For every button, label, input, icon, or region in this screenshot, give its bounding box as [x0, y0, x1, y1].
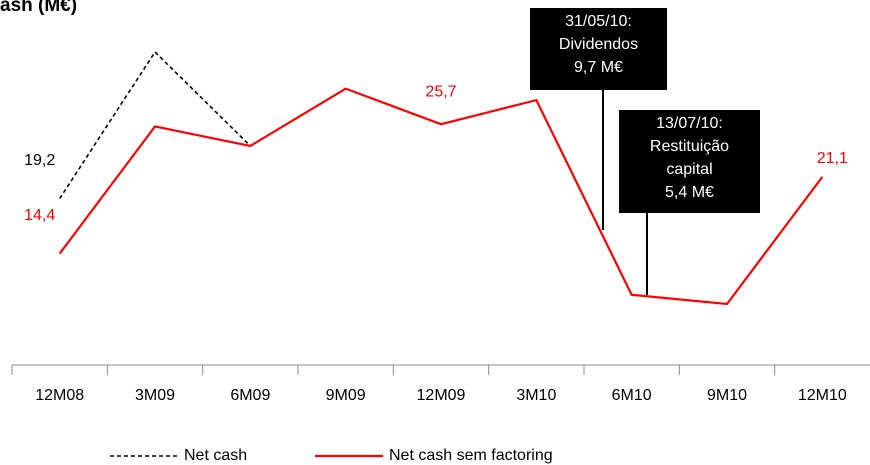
annotation-text: 5,4 M€	[665, 184, 714, 201]
chart-title: ash (M€)	[0, 0, 77, 16]
x-tick-label: 12M08	[35, 387, 84, 404]
annotation-box	[530, 8, 667, 90]
series-line	[58, 87, 824, 306]
x-tick-label: 3M09	[135, 387, 175, 404]
legend-label: Net cash	[184, 447, 247, 464]
legend-label: Net cash sem factoring	[389, 447, 553, 464]
x-tick-label: 12M10	[798, 387, 847, 404]
annotation-box	[619, 110, 760, 213]
annotation-text: capital	[666, 161, 712, 178]
x-tick-label: 12M09	[417, 387, 466, 404]
x-tick-label: 9M10	[707, 387, 747, 404]
series-line	[58, 50, 251, 200]
data-label: 25,7	[425, 83, 456, 100]
annotation-text: 13/07/10:	[656, 115, 723, 132]
annotation-text: 31/05/10:	[565, 13, 632, 30]
data-label: 21,1	[817, 150, 848, 167]
annotation-text: Dividendos	[559, 36, 638, 53]
x-tick-label: 3M10	[516, 387, 556, 404]
x-tick-label: 6M09	[230, 387, 270, 404]
annotation-text: Restituição	[650, 138, 729, 155]
data-label: 19,2	[24, 152, 55, 169]
data-label: 14,4	[24, 207, 55, 224]
x-tick-label: 9M09	[326, 387, 366, 404]
annotation-text: 9,7 M€	[574, 59, 623, 76]
x-tick-label: 6M10	[612, 387, 652, 404]
